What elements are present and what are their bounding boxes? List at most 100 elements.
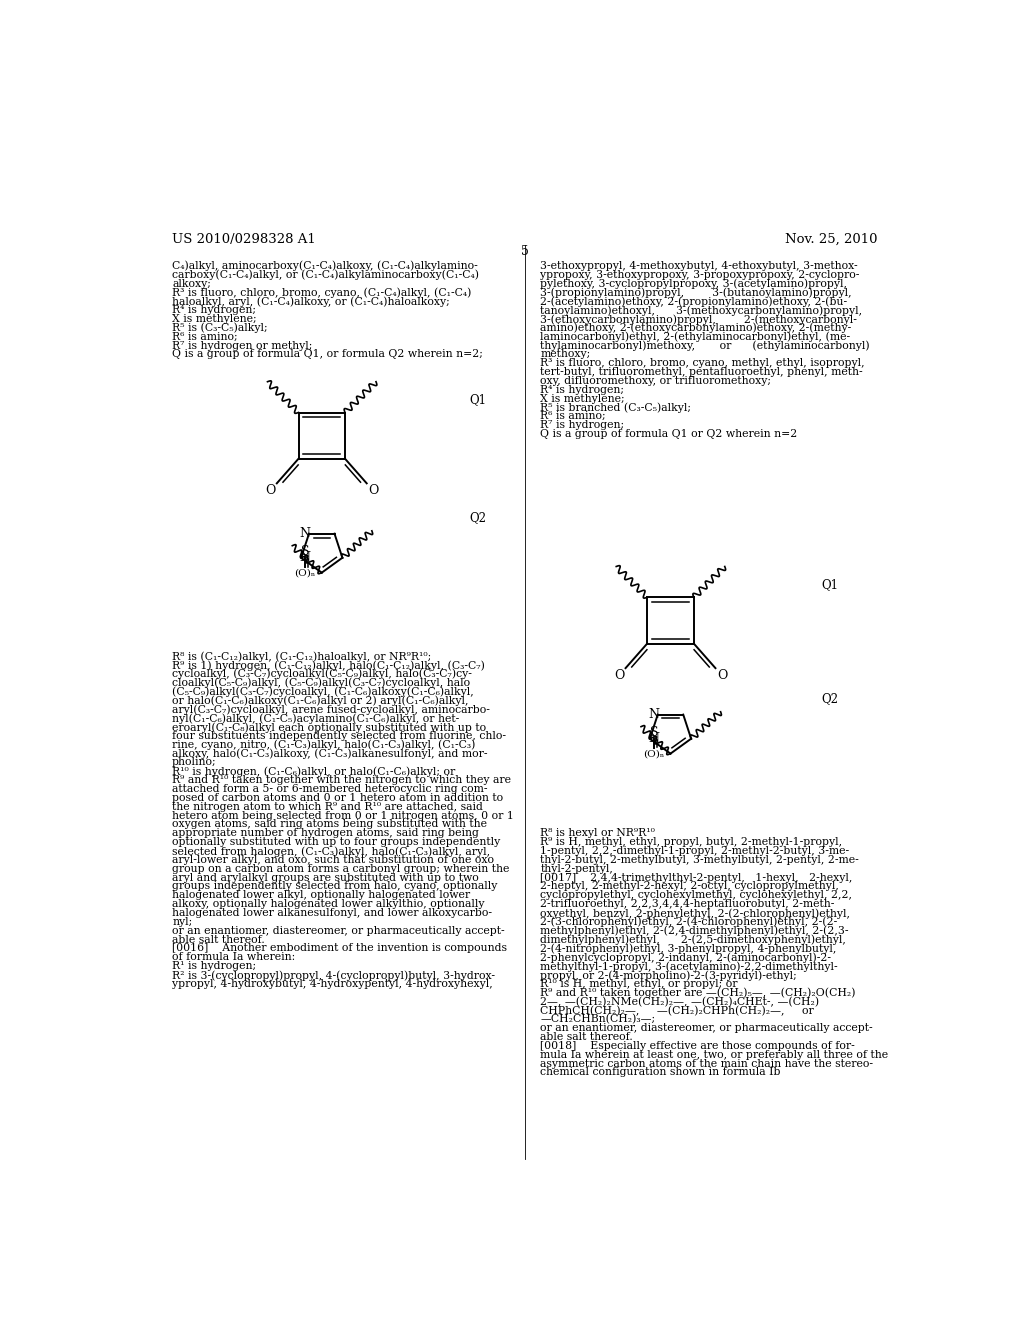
Text: 2—, —(CH₂)₂NMe(CH₂)₂—, —(CH₂)₄CHEt-, —(CH₂): 2—, —(CH₂)₂NMe(CH₂)₂—, —(CH₂)₄CHEt-, —(C… [541,997,819,1007]
Text: R⁴ is hydrogen;: R⁴ is hydrogen; [541,385,625,395]
Text: aryl and arylalkyl groups are substituted with up to two: aryl and arylalkyl groups are substitute… [172,873,479,883]
Text: CHPhCH(CH₂)₂—,     —(CH₂)₂CHPh(CH₂)₂—,     or: CHPhCH(CH₂)₂—, —(CH₂)₂CHPh(CH₂)₂—, or [541,1006,814,1016]
Text: halogenated lower alkanesulfonyl, and lower alkoxycarbо-: halogenated lower alkanesulfonyl, and lo… [172,908,493,917]
Text: US 2010/0298328 A1: US 2010/0298328 A1 [172,234,316,246]
Text: N: N [648,733,659,746]
Text: or an enantiomer, diastereomer, or pharmaceutically accept-: or an enantiomer, diastereomer, or pharm… [172,925,505,936]
Text: rine, cyano, nitro, (C₁-C₃)alkyl, halo(C₁-C₃)alkyl, (C₁-C₃): rine, cyano, nitro, (C₁-C₃)alkyl, halo(C… [172,739,475,750]
Text: Nov. 25, 2010: Nov. 25, 2010 [785,234,878,246]
Text: [0018]    Especially effective are those compounds of for-: [0018] Especially effective are those co… [541,1040,855,1051]
Text: (O)ₙ: (O)ₙ [295,569,315,578]
Text: oxyethyl, benzyl, 2-phenylethyl, 2-(2-chlorophenyl)ethyl,: oxyethyl, benzyl, 2-phenylethyl, 2-(2-ch… [541,908,850,919]
Text: N: N [300,527,310,540]
Text: X is methylene;: X is methylene; [541,393,625,404]
Text: O: O [368,484,379,498]
Text: pholino;: pholino; [172,758,217,767]
Text: Q1: Q1 [469,393,486,407]
Text: thyl-2-butyl, 2-methylbutyl, 3-methylbutyl, 2-pentyl, 2-me-: thyl-2-butyl, 2-methylbutyl, 3-methylbut… [541,855,859,865]
Text: R⁸ is (C₁-C₁₂)alkyl, (C₁-C₁₂)haloalkyl, or NR⁹R¹⁰;: R⁸ is (C₁-C₁₂)alkyl, (C₁-C₁₂)haloalkyl, … [172,651,431,661]
Text: S: S [649,726,658,739]
Text: four substituents independently selected from fluorine, chlo-: four substituents independently selected… [172,731,506,741]
Text: R¹ is hydrogen;: R¹ is hydrogen; [172,961,256,972]
Text: R⁶ is amino;: R⁶ is amino; [541,412,606,421]
Text: able salt thereof.: able salt thereof. [541,1032,633,1041]
Text: 2-(3-chlorophenyl)ethyl, 2-(4-chlorophenyl)ethyl, 2-(2-: 2-(3-chlorophenyl)ethyl, 2-(4-chlorophen… [541,917,838,928]
Text: 3-(ethoxycarbonylamino)propyl,        2-(methoxycarbonyl-: 3-(ethoxycarbonylamino)propyl, 2-(methox… [541,314,857,325]
Text: posed of carbon atoms and 0 or 1 hetero atom in addition to: posed of carbon atoms and 0 or 1 hetero … [172,793,504,803]
Text: 2-phenylcyclopropyl, 2-indanyl, 2-(aminocarbonyl)-2-: 2-phenylcyclopropyl, 2-indanyl, 2-(amino… [541,952,831,962]
Text: thyl-2-pentyl,: thyl-2-pentyl, [541,863,613,874]
Text: aryl-lower alkyl, and oxo, such that substitution of one oxo: aryl-lower alkyl, and oxo, such that sub… [172,855,495,865]
Text: O: O [265,484,275,498]
Text: carboxy(C₁-C₄)alkyl, or (C₁-C₄)alkylaminocarboxy(C₁-C₄): carboxy(C₁-C₄)alkyl, or (C₁-C₄)alkylamin… [172,269,479,280]
Text: cyclopropylethyl, cyclohexylmethyl, cyclohexylethyl, 2,2,: cyclopropylethyl, cyclohexylmethyl, cycl… [541,890,852,900]
Text: [0017]    2,4,4-trimethylthyl-2-pentyl,   1-hexyl,   2-hexyl,: [0017] 2,4,4-trimethylthyl-2-pentyl, 1-h… [541,873,853,883]
Text: of formula Ia wherein:: of formula Ia wherein: [172,952,296,962]
Text: cloalkyl(C₅-C₉)alkyl, (C₅-C₉)alkyl(C₃-C₇)cycloalkyl, halo: cloalkyl(C₅-C₉)alkyl, (C₅-C₉)alkyl(C₃-C₇… [172,677,470,688]
Text: R⁵ is (C₃-C₅)alkyl;: R⁵ is (C₃-C₅)alkyl; [172,323,268,334]
Text: R⁹ and R¹⁰ taken together are —(CH₂)₅—, —(CH₂)₂O(CH₂): R⁹ and R¹⁰ taken together are —(CH₂)₅—, … [541,987,856,998]
Text: R³ is fluoro, chloro, bromo, cyano, (C₁-C₄)alkyl, (C₁-C₄): R³ is fluoro, chloro, bromo, cyano, (C₁-… [172,288,471,298]
Text: cycloalkyl, (C₃-C₇)cycloalkyl(C₅-C₉)alkyl, halo(C₃-C₇)cy-: cycloalkyl, (C₃-C₇)cycloalkyl(C₅-C₉)alky… [172,669,472,680]
Text: attached form a 5- or 6-membered heterocyclic ring com-: attached form a 5- or 6-membered heteroc… [172,784,487,795]
Text: 1-pentyl, 2,2,-dimethyl-1-propyl, 2-methyl-2-butyl, 3-me-: 1-pentyl, 2,2,-dimethyl-1-propyl, 2-meth… [541,846,850,855]
Text: ypropoxy, 3-ethoxypropoxy, 3-propoxypropoxy, 2-cyclopro-: ypropoxy, 3-ethoxypropoxy, 3-propoxyprop… [541,269,860,280]
Text: C₄)alkyl, aminocarboxy(C₁-C₄)alkoxy, (C₁-C₄)alkylamino-: C₄)alkyl, aminocarboxy(C₁-C₄)alkoxy, (C₁… [172,261,478,272]
Text: groups independently selected from halo, cyano, optionally: groups independently selected from halo,… [172,882,498,891]
Text: —CH₂CHBn(CH₂)₃—;: —CH₂CHBn(CH₂)₃—; [541,1014,655,1024]
Text: group on a carbon atom forms a carbonyl group; wherein the: group on a carbon atom forms a carbonyl … [172,863,510,874]
Text: oxy, difluoromethoxy, or trifluoromethoxy;: oxy, difluoromethoxy, or trifluoromethox… [541,376,771,385]
Text: 5: 5 [521,246,528,259]
Text: 3-ethoxypropyl, 4-methoxybutyl, 4-ethoxybutyl, 3-methox-: 3-ethoxypropyl, 4-methoxybutyl, 4-ethoxy… [541,261,858,271]
Text: X is methylene;: X is methylene; [172,314,257,323]
Text: R⁸ is hexyl or NR⁹R¹⁰: R⁸ is hexyl or NR⁹R¹⁰ [541,829,655,838]
Text: N: N [648,708,659,721]
Text: R¹⁰ is H, methyl, ethyl, or propyl; or: R¹⁰ is H, methyl, ethyl, or propyl; or [541,979,738,989]
Text: appropriate number of hydrogen atoms, said ring being: appropriate number of hydrogen atoms, sa… [172,829,479,838]
Text: R⁴ is hydrogen;: R⁴ is hydrogen; [172,305,256,315]
Text: chemical configuration shown in formula Ib: chemical configuration shown in formula … [541,1068,780,1077]
Text: eroaryl(C₁-C₈)alkyl each optionally substituted with up to: eroaryl(C₁-C₈)alkyl each optionally subs… [172,722,486,733]
Text: tanoylamino)ethoxyl,      3-(methoxycarbonylamino)propyl,: tanoylamino)ethoxyl, 3-(methoxycarbonyla… [541,305,862,315]
Text: mula Ia wherein at least one, two, or preferably all three of the: mula Ia wherein at least one, two, or pr… [541,1049,889,1060]
Text: Q is a group of formula Q1 or Q2 wherein n=2: Q is a group of formula Q1 or Q2 wherein… [541,429,798,440]
Text: R⁷ is hydrogen or methyl;: R⁷ is hydrogen or methyl; [172,341,312,351]
Text: hetero atom being selected from 0 or 1 nitrogen atoms, 0 or 1: hetero atom being selected from 0 or 1 n… [172,810,514,821]
Text: R⁶ is amino;: R⁶ is amino; [172,331,238,342]
Text: nyl(C₁-C₆)alkyl, (C₁-C₅)acylamino(C₁-C₆)alkyl, or het-: nyl(C₁-C₆)alkyl, (C₁-C₅)acylamino(C₁-C₆)… [172,713,460,723]
Text: Q2: Q2 [821,692,839,705]
Text: amino)ethoxy, 2-(ethoxycarbonylamino)ethoxy, 2-(methy-: amino)ethoxy, 2-(ethoxycarbonylamino)eth… [541,323,852,334]
Text: thylaminocarbonyl)methoxy,       or      (ethylaminocarbonyl): thylaminocarbonyl)methoxy, or (ethylamin… [541,341,870,351]
Text: halogenated lower alkyl, optionally halogenated lower: halogenated lower alkyl, optionally halo… [172,890,470,900]
Text: methylthyl-1-propyl, 3-(acetylamino)-2,2-dimethylthyl-: methylthyl-1-propyl, 3-(acetylamino)-2,2… [541,961,838,972]
Text: haloalkyl, aryl, (C₁-C₄)alkoxy, or (C₁-C₄)haloalkoxy;: haloalkyl, aryl, (C₁-C₄)alkoxy, or (C₁-C… [172,296,450,306]
Text: alkoxy;: alkoxy; [172,279,211,289]
Text: tert-butyl, trifluoromethyl, pentafluoroethyl, phenyl, meth-: tert-butyl, trifluoromethyl, pentafluoro… [541,367,863,378]
Text: R¹⁰ is hydrogen, (C₁-C₆)alkyl, or halo(C₁-C₆)alkyl; or: R¹⁰ is hydrogen, (C₁-C₆)alkyl, or halo(C… [172,767,456,777]
Text: methylphenyl)ethyl, 2-(2,4-dimethylphenyl)ethyl, 2-(2,3-: methylphenyl)ethyl, 2-(2,4-dimethylpheny… [541,925,849,936]
Text: R⁷ is hydrogen;: R⁷ is hydrogen; [541,420,625,430]
Text: Q is a group of formula Q1, or formula Q2 wherein n=2;: Q is a group of formula Q1, or formula Q… [172,350,483,359]
Text: [0016]    Another embodiment of the invention is compounds: [0016] Another embodiment of the inventi… [172,944,507,953]
Text: propyl, or 2-(4-morpholino)-2-(3-pyridyl)-ethyl;: propyl, or 2-(4-morpholino)-2-(3-pyridyl… [541,970,797,981]
Text: R⁹ and R¹⁰ taken together with the nitrogen to which they are: R⁹ and R¹⁰ taken together with the nitro… [172,775,511,785]
Text: Q2: Q2 [469,511,486,524]
Text: 3-(propionylamino)propyl,        3-(butanoylamino)propyl,: 3-(propionylamino)propyl, 3-(butanoylami… [541,288,852,298]
Text: O: O [717,669,727,682]
Text: 2-heptyl, 2-methyl-2-hexyl, 2-octyl, cyclopropylmethyl,: 2-heptyl, 2-methyl-2-hexyl, 2-octyl, cyc… [541,882,840,891]
Text: optionally substituted with up to four groups independently: optionally substituted with up to four g… [172,837,501,847]
Text: S: S [301,545,309,558]
Text: laminocarbonyl)ethyl, 2-(ethylaminocarbonyl)ethyl, (me-: laminocarbonyl)ethyl, 2-(ethylaminocarbo… [541,331,850,342]
Text: methoxy;: methoxy; [541,350,591,359]
Text: dimethylphenyl)ethyl,      2-(2,5-dimethoxyphenyl)ethyl,: dimethylphenyl)ethyl, 2-(2,5-dimethoxyph… [541,935,846,945]
Text: 2-(acetylamino)ethoxy, 2-(propionylamino)ethoxy, 2-(bu-: 2-(acetylamino)ethoxy, 2-(propionylamino… [541,296,848,306]
Text: R⁹ is H, methyl, ethyl, propyl, butyl, 2-methyl-1-propyl,: R⁹ is H, methyl, ethyl, propyl, butyl, 2… [541,837,843,847]
Text: nyl;: nyl; [172,917,193,927]
Text: R³ is fluoro, chloro, bromo, cyano, methyl, ethyl, isopropyl,: R³ is fluoro, chloro, bromo, cyano, meth… [541,358,865,368]
Text: Q1: Q1 [821,578,839,591]
Text: oxygen atoms, said ring atoms being substituted with the: oxygen atoms, said ring atoms being subs… [172,820,487,829]
Text: able salt thereof.: able salt thereof. [172,935,265,945]
Text: the nitrogen atom to which R⁹ and R¹⁰ are attached, said: the nitrogen atom to which R⁹ and R¹⁰ ar… [172,801,483,812]
Text: pylethoxy, 3-cyclopropylpropoxy, 3-(acetylamino)propyl,: pylethoxy, 3-cyclopropylpropoxy, 3-(acet… [541,279,847,289]
Text: (O)ₙ: (O)ₙ [643,750,665,759]
